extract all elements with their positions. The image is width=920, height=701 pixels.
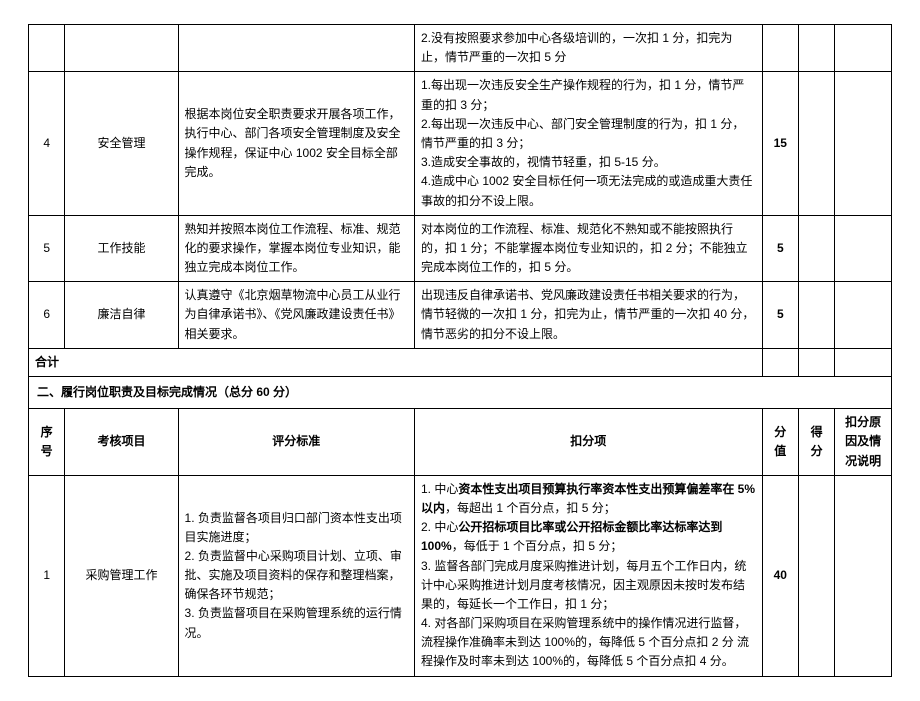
cell-standard: 1. 负责监督各项目归口部门资本性支出项目实施进度；2. 负责监督中心采购项目计…: [178, 475, 414, 676]
cell-reason: [835, 215, 892, 282]
total-row: 合计: [29, 348, 892, 376]
cell-reason: [835, 25, 892, 72]
ded-p1a: 1. 中心: [421, 482, 458, 496]
cell-got: [799, 475, 835, 676]
total-label: 合计: [29, 348, 763, 376]
cell-standard: 认真遵守《北京烟草物流中心员工从业行为自律承诺书》、《党风廉政建设责任书》相关要…: [178, 282, 414, 349]
cell-item: 安全管理: [65, 72, 178, 215]
ded-p2a: 2. 中心: [421, 520, 458, 534]
cell-deduction: 对本岗位的工作流程、标准、规范化不熟知或不能按照执行的，扣 1 分；不能掌握本岗…: [415, 215, 763, 282]
ded-p1c: ，每超出 1 个百分点，扣 5 分；: [445, 501, 616, 515]
ded-p4: 4. 对各部门采购项目在采购管理系统中的操作情况进行监督，流程操作准确率未到达 …: [421, 616, 749, 668]
cell-seq: [29, 25, 65, 72]
cell-deduction: 2.没有按照要求参加中心各级培训的，一次扣 1 分，扣完为止，情节严重的一次扣 …: [415, 25, 763, 72]
table-row: 4 安全管理 根据本岗位安全职责要求开展各项工作，执行中心、部门各项安全管理制度…: [29, 72, 892, 215]
cell-reason: [835, 282, 892, 349]
cell-seq: 5: [29, 215, 65, 282]
table-row: 2.没有按照要求参加中心各级培训的，一次扣 1 分，扣完为止，情节严重的一次扣 …: [29, 25, 892, 72]
cell-got: [799, 215, 835, 282]
cell-deduction: 1.每出现一次违反安全生产操作规程的行为，扣 1 分，情节严重的扣 3 分；2.…: [415, 72, 763, 215]
hdr-seq: 序号: [29, 409, 65, 476]
cell-standard: [178, 25, 414, 72]
cell-item: [65, 25, 178, 72]
table-row: 5 工作技能 熟知并按照本岗位工作流程、标准、规范化的要求操作，掌握本岗位专业知…: [29, 215, 892, 282]
hdr-reason: 扣分原因及情况说明: [835, 409, 892, 476]
section2-title: 二、履行岗位职责及目标完成情况（总分 60 分）: [29, 377, 892, 409]
hdr-got: 得分: [799, 409, 835, 476]
hdr-item: 考核项目: [65, 409, 178, 476]
cell-standard: 根据本岗位安全职责要求开展各项工作，执行中心、部门各项安全管理制度及安全操作规程…: [178, 72, 414, 215]
cell-deduction: 出现违反自律承诺书、党风廉政建设责任书相关要求的行为，情节轻微的一次扣 1 分，…: [415, 282, 763, 349]
total-score: [762, 348, 798, 376]
hdr-standard: 评分标准: [178, 409, 414, 476]
table-row: 6 廉洁自律 认真遵守《北京烟草物流中心员工从业行为自律承诺书》、《党风廉政建设…: [29, 282, 892, 349]
ded-p2c: ，每低于 1 个百分点，扣 5 分；: [452, 539, 623, 553]
assessment-table: 2.没有按照要求参加中心各级培训的，一次扣 1 分，扣完为止，情节严重的一次扣 …: [28, 24, 892, 677]
cell-item: 廉洁自律: [65, 282, 178, 349]
cell-seq: 4: [29, 72, 65, 215]
ded-p3: 3. 监督各部门完成月度采购推进计划，每月五个工作日内，统计中心采购推进计划月度…: [421, 559, 746, 611]
cell-got: [799, 25, 835, 72]
cell-item: 工作技能: [65, 215, 178, 282]
table-row: 1 采购管理工作 1. 负责监督各项目归口部门资本性支出项目实施进度；2. 负责…: [29, 475, 892, 676]
hdr-score: 分值: [762, 409, 798, 476]
section2-title-row: 二、履行岗位职责及目标完成情况（总分 60 分）: [29, 377, 892, 409]
cell-got: [799, 282, 835, 349]
cell-score: 15: [762, 72, 798, 215]
section2-header-row: 序号 考核项目 评分标准 扣分项 分值 得分 扣分原因及情况说明: [29, 409, 892, 476]
total-got: [799, 348, 835, 376]
cell-score: [762, 25, 798, 72]
cell-score: 5: [762, 215, 798, 282]
cell-deduction: 1. 中心资本性支出项目预算执行率资本性支出预算偏差率在 5%以内，每超出 1 …: [415, 475, 763, 676]
cell-reason: [835, 475, 892, 676]
cell-score: 40: [762, 475, 798, 676]
cell-standard: 熟知并按照本岗位工作流程、标准、规范化的要求操作，掌握本岗位专业知识，能独立完成…: [178, 215, 414, 282]
cell-seq: 1: [29, 475, 65, 676]
hdr-deduction: 扣分项: [415, 409, 763, 476]
cell-score: 5: [762, 282, 798, 349]
cell-seq: 6: [29, 282, 65, 349]
total-reason: [835, 348, 892, 376]
cell-got: [799, 72, 835, 215]
cell-reason: [835, 72, 892, 215]
cell-item: 采购管理工作: [65, 475, 178, 676]
